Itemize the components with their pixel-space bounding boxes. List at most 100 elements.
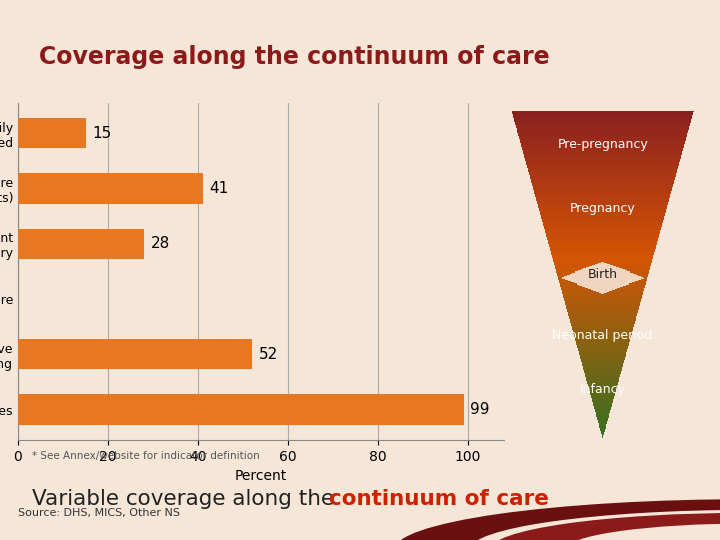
Text: Variable coverage along the: Variable coverage along the xyxy=(32,489,341,509)
Polygon shape xyxy=(546,233,660,234)
Polygon shape xyxy=(544,227,662,228)
Polygon shape xyxy=(557,276,564,277)
Polygon shape xyxy=(584,372,621,373)
Polygon shape xyxy=(544,226,662,227)
Polygon shape xyxy=(572,330,633,332)
Polygon shape xyxy=(592,400,613,401)
Polygon shape xyxy=(523,151,683,152)
Polygon shape xyxy=(595,410,611,411)
Polygon shape xyxy=(552,254,654,255)
Polygon shape xyxy=(575,272,630,273)
Polygon shape xyxy=(549,244,657,245)
Polygon shape xyxy=(581,360,624,361)
Polygon shape xyxy=(589,388,616,389)
Polygon shape xyxy=(573,333,632,334)
Polygon shape xyxy=(541,216,665,217)
Polygon shape xyxy=(571,324,634,325)
Polygon shape xyxy=(543,224,662,225)
Polygon shape xyxy=(526,160,680,161)
Polygon shape xyxy=(560,286,582,287)
Polygon shape xyxy=(612,290,644,291)
Polygon shape xyxy=(516,126,689,127)
Polygon shape xyxy=(598,420,608,421)
Polygon shape xyxy=(513,114,693,116)
Polygon shape xyxy=(559,281,571,282)
Polygon shape xyxy=(522,149,683,150)
Polygon shape xyxy=(526,163,679,164)
Polygon shape xyxy=(587,382,618,383)
Polygon shape xyxy=(518,133,688,134)
Polygon shape xyxy=(610,264,651,265)
Polygon shape xyxy=(541,219,664,220)
Polygon shape xyxy=(520,139,685,140)
Polygon shape xyxy=(539,209,666,211)
Polygon shape xyxy=(626,285,645,286)
Polygon shape xyxy=(598,421,608,422)
Polygon shape xyxy=(526,165,679,166)
Polygon shape xyxy=(562,291,596,292)
Polygon shape xyxy=(590,390,616,391)
Polygon shape xyxy=(577,346,629,347)
Polygon shape xyxy=(575,340,630,341)
Polygon shape xyxy=(522,148,683,149)
Polygon shape xyxy=(602,435,603,436)
Polygon shape xyxy=(534,190,672,191)
Bar xyxy=(18,339,252,369)
Polygon shape xyxy=(518,136,687,137)
Polygon shape xyxy=(528,170,678,171)
Polygon shape xyxy=(545,230,660,231)
Polygon shape xyxy=(533,186,672,187)
Polygon shape xyxy=(578,350,627,351)
Polygon shape xyxy=(556,269,580,271)
Polygon shape xyxy=(629,284,646,285)
Text: Infancy: Infancy xyxy=(580,383,626,396)
Polygon shape xyxy=(513,113,693,114)
Polygon shape xyxy=(559,282,574,284)
Polygon shape xyxy=(536,200,669,201)
Polygon shape xyxy=(521,146,684,147)
Polygon shape xyxy=(569,318,636,319)
Polygon shape xyxy=(615,289,644,290)
Polygon shape xyxy=(570,320,636,321)
Polygon shape xyxy=(567,308,639,309)
Polygon shape xyxy=(586,379,619,380)
Text: continuum of care: continuum of care xyxy=(329,489,549,509)
Text: Source: DHS, MICS, Other NS: Source: DHS, MICS, Other NS xyxy=(18,508,180,518)
Polygon shape xyxy=(554,261,601,263)
Polygon shape xyxy=(537,201,668,202)
Text: Pregnancy: Pregnancy xyxy=(570,202,636,215)
Polygon shape xyxy=(588,385,617,386)
Polygon shape xyxy=(570,322,635,323)
Polygon shape xyxy=(532,183,673,184)
Polygon shape xyxy=(584,370,621,371)
Text: Coverage along the continuum of care: Coverage along the continuum of care xyxy=(39,45,549,69)
Polygon shape xyxy=(544,229,661,230)
Polygon shape xyxy=(547,239,658,240)
Polygon shape xyxy=(631,282,646,284)
Polygon shape xyxy=(555,266,589,267)
Polygon shape xyxy=(572,273,633,274)
Polygon shape xyxy=(579,352,626,353)
Polygon shape xyxy=(634,281,647,282)
Polygon shape xyxy=(546,235,659,237)
Polygon shape xyxy=(523,152,682,153)
Polygon shape xyxy=(525,159,680,160)
Polygon shape xyxy=(540,212,665,213)
Polygon shape xyxy=(540,213,665,214)
Polygon shape xyxy=(524,156,681,157)
Polygon shape xyxy=(519,138,686,139)
Polygon shape xyxy=(546,232,660,233)
Polygon shape xyxy=(567,307,639,308)
Polygon shape xyxy=(600,429,606,430)
Polygon shape xyxy=(564,299,642,300)
Polygon shape xyxy=(515,123,690,124)
Polygon shape xyxy=(600,428,606,429)
Polygon shape xyxy=(563,295,642,296)
Polygon shape xyxy=(641,279,647,280)
Polygon shape xyxy=(565,302,640,303)
Polygon shape xyxy=(515,121,690,122)
Polygon shape xyxy=(567,310,638,312)
Polygon shape xyxy=(529,173,676,174)
Polygon shape xyxy=(534,193,671,194)
Polygon shape xyxy=(551,251,654,252)
